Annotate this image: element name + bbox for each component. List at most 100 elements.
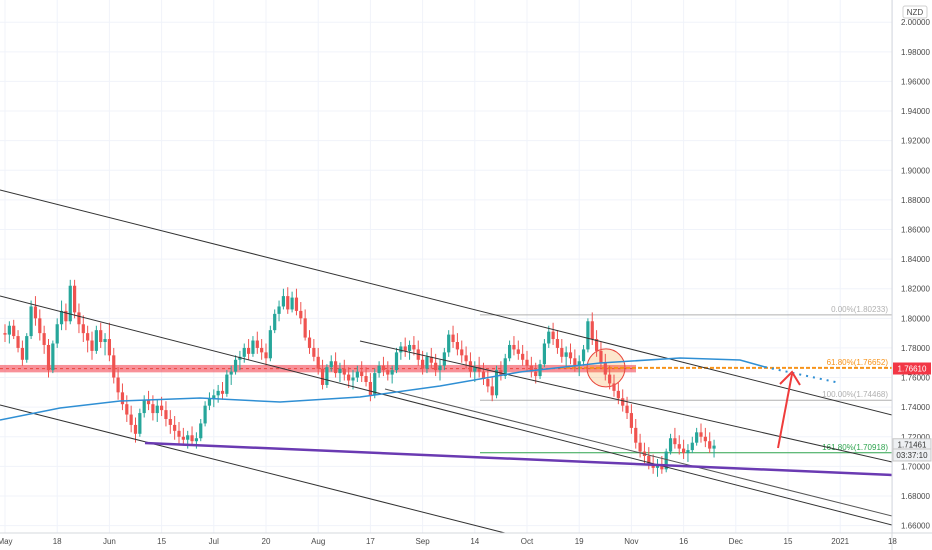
candle-body xyxy=(303,318,307,338)
candle-body xyxy=(94,330,98,351)
lower-channel-line xyxy=(0,404,506,534)
candle-body xyxy=(55,324,59,344)
candle-body xyxy=(664,451,668,470)
candle-body xyxy=(160,405,164,411)
candle-body xyxy=(316,356,320,369)
candle-body xyxy=(116,377,120,393)
moving-average-projection xyxy=(764,366,841,384)
x-tick-label: Jul xyxy=(209,537,219,546)
candle-body xyxy=(447,334,451,353)
candle-body xyxy=(277,306,281,314)
candle-body xyxy=(7,325,11,335)
candle-body xyxy=(364,376,368,382)
candle-body xyxy=(564,352,568,357)
candle-body xyxy=(547,331,551,344)
candle-body xyxy=(708,441,712,449)
inner-channel-line xyxy=(359,340,893,463)
candle-body xyxy=(712,445,716,449)
y-tick-label: 1.92000 xyxy=(901,137,930,146)
candle-body xyxy=(473,367,477,372)
candle-body xyxy=(247,347,251,354)
candle-body xyxy=(425,356,429,369)
candle-body xyxy=(590,321,594,340)
candle-body xyxy=(481,371,486,380)
candle-body xyxy=(438,365,442,371)
price-tag-box xyxy=(893,362,931,375)
projection-arrow-shaft xyxy=(777,373,793,449)
candle-body xyxy=(460,349,464,356)
candle-body xyxy=(421,359,425,369)
candle-body xyxy=(29,306,33,337)
candle-body xyxy=(612,383,616,391)
candle-body xyxy=(373,373,377,396)
x-tick-label: 2021 xyxy=(831,537,849,546)
candle-body xyxy=(412,344,416,350)
candle-body xyxy=(608,374,612,384)
candle-body xyxy=(112,355,116,378)
x-tick-label: May xyxy=(0,537,13,546)
candle-body xyxy=(451,334,455,343)
candle-body xyxy=(186,435,190,440)
candle-body xyxy=(668,438,673,452)
candle-body xyxy=(325,367,329,385)
candle-body xyxy=(190,435,194,442)
x-tick-label: 18 xyxy=(888,537,897,546)
candle-body xyxy=(133,424,138,434)
candle-body xyxy=(46,344,51,371)
candle-body xyxy=(242,347,246,357)
y-tick-label: 1.66000 xyxy=(901,522,930,531)
candle-body xyxy=(99,330,103,343)
fib-level-label: 0.00%(1.80233) xyxy=(831,305,888,314)
candle-body xyxy=(255,340,259,348)
candle-body xyxy=(573,358,577,366)
candle-body xyxy=(690,442,694,451)
currency-label-text: NZD xyxy=(907,8,924,17)
candle-body xyxy=(442,352,446,366)
candle-body xyxy=(629,413,633,428)
candle-body xyxy=(699,432,703,437)
candle-body xyxy=(177,430,181,437)
y-tick-label: 1.82000 xyxy=(901,285,930,294)
x-tick-label: 20 xyxy=(262,537,271,546)
candlestick-series xyxy=(3,279,716,477)
candle-body xyxy=(203,405,207,424)
candle-body xyxy=(377,365,381,374)
candle-body xyxy=(264,352,268,359)
price-axis[interactable]: 2.00000 1.98000 1.96000 1.94000 1.92000 1.900… xyxy=(901,18,930,530)
candle-body xyxy=(16,336,20,348)
candle-body xyxy=(268,330,272,359)
candle-body xyxy=(516,349,520,354)
y-tick-label: 2.00000 xyxy=(901,18,930,27)
candle-body xyxy=(638,442,642,452)
candle-body xyxy=(407,344,412,351)
candle-body xyxy=(334,361,338,374)
candle-body xyxy=(625,405,629,414)
candle-body xyxy=(299,310,303,319)
candle-body xyxy=(577,361,581,366)
candle-body xyxy=(490,386,494,396)
candle-body xyxy=(355,371,359,378)
candle-body xyxy=(512,344,516,350)
candle-body xyxy=(25,336,29,360)
candle-body xyxy=(616,390,620,399)
upper-channel-line xyxy=(0,189,893,416)
candle-body xyxy=(555,339,560,348)
candle-body xyxy=(33,306,38,319)
candle-body xyxy=(73,285,77,313)
candle-body xyxy=(125,404,129,415)
candle-body xyxy=(338,368,342,374)
time-axis[interactable]: May 18 Jun 15 Jul 20 Aug 17 Sep 14 Oct 19 Nov 16 Dec 15… xyxy=(0,537,897,546)
candle-body xyxy=(486,379,490,387)
candle-body xyxy=(103,339,107,343)
candle-body xyxy=(146,399,151,405)
candle-body xyxy=(595,339,599,351)
candle-body xyxy=(90,340,94,351)
y-tick-label: 1.74000 xyxy=(901,403,930,412)
candle-body xyxy=(386,370,390,375)
candle-body xyxy=(220,390,225,394)
x-tick-label: Sep xyxy=(415,537,430,546)
candle-body xyxy=(51,343,55,371)
candle-body xyxy=(155,405,159,414)
candle-body xyxy=(542,343,546,365)
